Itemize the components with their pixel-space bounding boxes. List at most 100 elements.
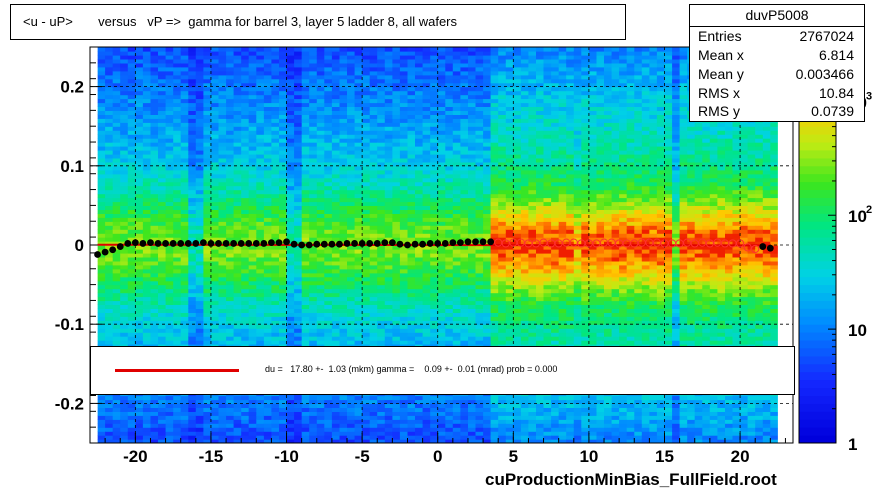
heatmap-cell [377,134,386,139]
heatmap-cell [452,82,461,88]
heatmap-cell [339,423,348,428]
heatmap-cell [324,249,333,254]
heatmap-cell [430,98,439,104]
heatmap-cell [339,70,348,76]
heatmap-cell [279,256,288,262]
heatmap-cell [445,237,454,242]
heatmap-cell [286,284,295,290]
heatmap-cell [377,284,386,290]
heatmap-cell [180,90,189,96]
heatmap-cell [316,118,325,123]
heatmap-cell [286,94,295,100]
heatmap-cell [203,157,212,163]
heatmap-cell [271,415,280,420]
heatmap-cell [271,181,280,187]
heatmap-cell [271,197,280,203]
heatmap-cell [256,146,265,151]
heatmap-cell [97,280,106,286]
heatmap-cell [415,161,424,167]
heatmap-cell [301,189,310,195]
heatmap-cell [105,138,114,143]
heatmap-cell [248,419,257,424]
heatmap-cell [248,181,257,187]
heatmap-cell [135,58,144,64]
heatmap-cell [165,126,174,131]
heatmap-cell [180,94,189,100]
heatmap-cell [248,324,257,329]
heatmap-cell [105,78,114,84]
heatmap-cell [188,233,197,238]
heatmap-cell [347,213,356,218]
heatmap-cell [422,233,431,238]
heatmap-cell [460,217,469,222]
heatmap-cell [195,90,204,96]
heatmap-cell [354,332,363,337]
heatmap-cell [460,241,469,246]
heatmap-cell [347,252,356,258]
heatmap-cell [452,245,461,250]
heatmap-cell [256,217,265,222]
heatmap-cell [226,245,235,250]
heatmap-cell [188,292,197,298]
heatmap-cell [226,197,235,203]
heatmap-cell [452,431,461,436]
heatmap-cell [316,114,325,119]
heatmap-cell [301,419,310,424]
heatmap-cell [241,276,250,282]
heatmap-cell [354,419,363,424]
heatmap-cell [407,264,416,270]
heatmap-cell [347,161,356,167]
heatmap-cell [150,110,159,115]
heatmap-cell [316,98,325,104]
heatmap-cell [127,229,136,234]
heatmap-cell [165,185,174,191]
heatmap-cell [316,189,325,195]
heatmap-cell [142,78,152,84]
heatmap-cell [445,272,454,278]
heatmap-cell [460,399,469,404]
heatmap-cell [286,130,295,135]
heatmap-cell [445,173,454,179]
heatmap-cell [324,217,333,222]
heatmap-cell [203,264,212,270]
heatmap-cell [309,292,318,298]
heatmap-cell [309,157,318,163]
heatmap-cell [112,173,121,179]
heatmap-cell [324,260,333,266]
heatmap-cell [468,221,477,226]
heatmap-cell [142,260,152,266]
heatmap-cell [369,300,378,305]
heatmap-cell [422,304,431,309]
heatmap-cell [233,241,242,246]
heatmap-cell [407,332,416,337]
heatmap-cell [226,54,235,60]
heatmap-cell [331,252,341,258]
heatmap-cell [301,54,310,60]
heatmap-cell [437,153,446,159]
heatmap-cell [271,399,280,404]
heatmap-cell [377,407,386,412]
heatmap-cell [226,58,235,64]
heatmap-cell [279,146,288,151]
heatmap-cell [256,312,265,317]
heatmap-cell [468,217,477,222]
heatmap-cell [286,264,295,270]
heatmap-cell [339,146,348,151]
heatmap-cell [233,169,242,175]
heatmap-cell [309,411,318,416]
heatmap-cell [354,197,363,203]
heatmap-cell [142,312,152,317]
heatmap-cell [445,308,454,313]
heatmap-cell [301,304,310,309]
heatmap-cell [369,419,378,424]
heatmap-cell [452,237,461,242]
heatmap-cell [256,280,265,286]
heatmap-cell [445,399,454,404]
heatmap-cell [301,138,310,143]
heatmap-cell [127,403,136,408]
heatmap-cell [369,189,378,195]
heatmap-cell [120,276,129,282]
heatmap-cell [468,324,477,329]
heatmap-cell [384,213,393,218]
heatmap-cell [226,431,235,436]
